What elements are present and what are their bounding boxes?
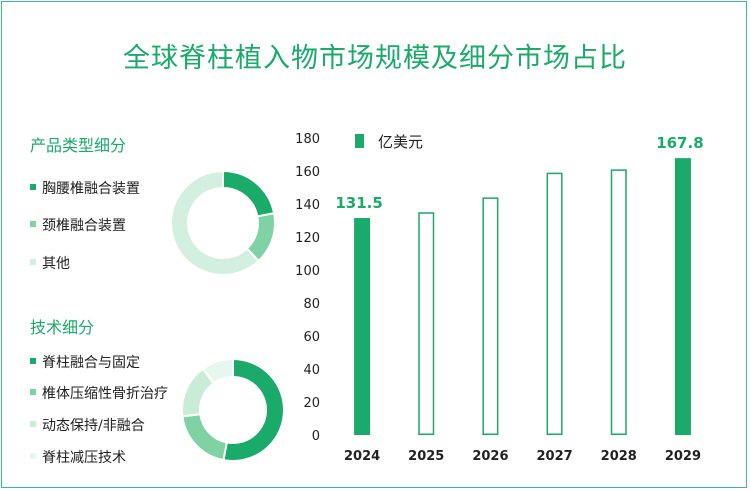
y-tick-label: 120 bbox=[295, 231, 320, 246]
y-tick-label: 180 bbox=[295, 132, 320, 147]
tech-donut-slice bbox=[201, 357, 234, 385]
legend-swatch bbox=[30, 453, 36, 459]
legend-label: 颈椎融合装置 bbox=[42, 218, 126, 234]
data-label: 167.8 bbox=[656, 134, 703, 152]
legend-label: 脊柱融合与固定 bbox=[42, 355, 140, 371]
legend-swatch bbox=[30, 421, 36, 427]
tech-legend-item: 动态保持/非融合 bbox=[30, 415, 145, 435]
bar bbox=[418, 212, 435, 435]
product-donut bbox=[170, 169, 276, 276]
y-tick-label: 80 bbox=[303, 297, 320, 312]
product-legend-item: 其他 bbox=[30, 253, 70, 273]
legend-swatch bbox=[30, 389, 36, 395]
legend-swatch bbox=[30, 221, 36, 227]
y-tick-label: 0 bbox=[312, 429, 320, 444]
y-tick-label: 40 bbox=[303, 363, 320, 378]
tech-legend-item: 脊柱融合与固定 bbox=[30, 352, 140, 372]
legend-swatch bbox=[30, 358, 36, 364]
series-legend-swatch bbox=[355, 134, 364, 148]
legend-swatch bbox=[30, 184, 36, 190]
series-legend-label: 亿美元 bbox=[378, 133, 424, 151]
y-tick-label: 100 bbox=[295, 264, 320, 279]
y-tick-label: 140 bbox=[295, 198, 320, 213]
series-legend: 亿美元 bbox=[355, 131, 423, 152]
legend-label: 动态保持/非融合 bbox=[42, 418, 145, 434]
legend-label: 脊柱减压技术 bbox=[42, 450, 126, 466]
x-tick-label: 2026 bbox=[472, 449, 508, 464]
x-tick-label: 2029 bbox=[665, 449, 701, 464]
y-tick-label: 20 bbox=[303, 396, 320, 411]
x-tick-label: 2025 bbox=[408, 449, 444, 464]
tech-donut bbox=[181, 357, 285, 462]
legend-label: 胸腰椎融合装置 bbox=[42, 181, 140, 197]
bar bbox=[354, 218, 371, 435]
legend-label: 其他 bbox=[42, 256, 70, 272]
tech-legend-item: 脊柱减压技术 bbox=[30, 447, 126, 467]
product-donut-slice bbox=[170, 169, 261, 276]
x-tick-label: 2028 bbox=[601, 449, 637, 464]
tech-section-title: 技术细分 bbox=[30, 318, 95, 337]
product-legend-item: 颈椎融合装置 bbox=[30, 215, 126, 235]
bar bbox=[546, 172, 563, 435]
legend-swatch bbox=[30, 259, 36, 265]
product-legend-item: 胸腰椎融合装置 bbox=[30, 178, 140, 198]
data-label: 131.5 bbox=[335, 194, 382, 212]
y-tick-label: 60 bbox=[303, 330, 320, 345]
legend-label: 椎体压缩性骨折治疗 bbox=[42, 386, 168, 402]
y-tick-label: 160 bbox=[295, 165, 320, 180]
tech-donut-slice bbox=[222, 357, 285, 462]
x-tick-label: 2027 bbox=[536, 449, 572, 464]
x-tick-label: 2024 bbox=[344, 449, 380, 464]
product-section-title: 产品类型细分 bbox=[30, 136, 127, 155]
bar bbox=[610, 169, 627, 435]
page-title: 全球脊柱植入物市场规模及细分市场占比 bbox=[123, 43, 627, 74]
bar bbox=[482, 197, 499, 435]
tech-legend-item: 椎体压缩性骨折治疗 bbox=[30, 383, 168, 403]
bar bbox=[674, 158, 691, 435]
